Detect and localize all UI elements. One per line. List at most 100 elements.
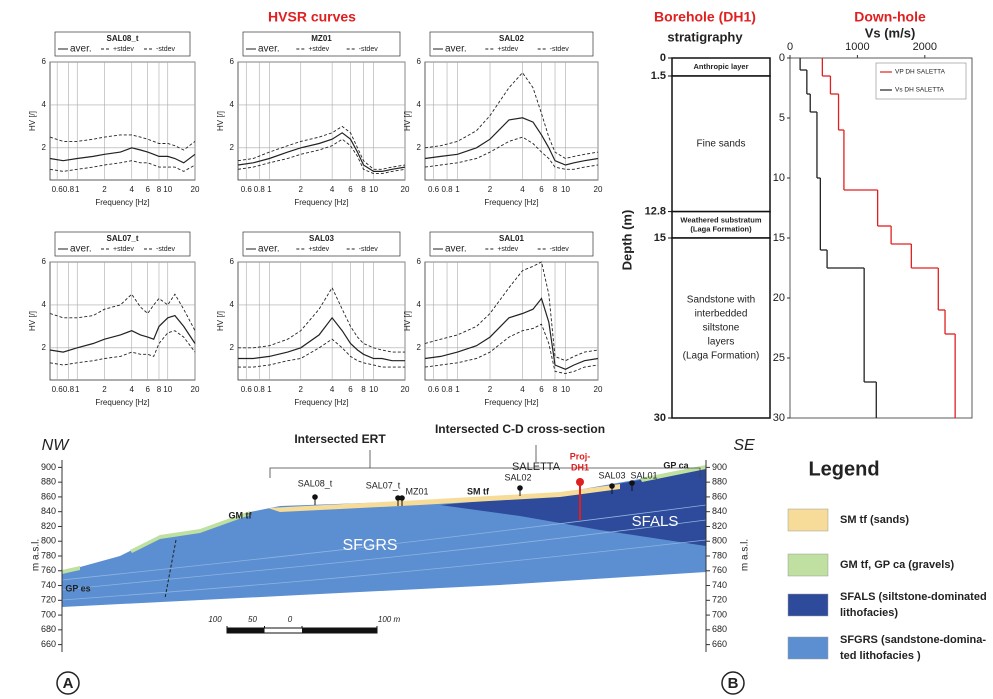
y-tick-label: 880 [712, 477, 727, 487]
site-marker [629, 480, 635, 486]
y-tick-label: 4 [230, 300, 235, 309]
x-tick-label: 10 [369, 185, 378, 194]
legend-label: SM tf (sands) [840, 514, 909, 526]
y-tick-label: 820 [41, 521, 56, 531]
y-tick-label: 6 [42, 257, 47, 266]
legend-label: SFALS (siltstone-dominated [840, 591, 987, 603]
x-axis-label: Frequency [Hz] [294, 398, 348, 407]
y-axis-label: HV [/] [403, 311, 412, 331]
x-tick-label: 2 [102, 385, 107, 394]
plot-area [425, 262, 598, 380]
y-tick-label: 1.5 [651, 70, 666, 82]
x-tick-label: 4 [130, 185, 135, 194]
y-axis-label: HV [/] [28, 111, 37, 131]
legend-label: aver. [70, 44, 92, 55]
site-marker [609, 483, 615, 489]
legend-label: ted lithofacies ) [840, 650, 921, 662]
legend-swatch [788, 554, 828, 576]
x-tick-label: 6 [539, 185, 544, 194]
chart-title: SAL02 [499, 34, 524, 43]
y-tick-label: 2 [230, 343, 235, 352]
x-tick-label: 4 [520, 385, 525, 394]
site-marker [399, 495, 405, 501]
y-tick-label: 740 [41, 580, 56, 590]
x-tick-label: 6 [348, 185, 353, 194]
x-tick-label: 0.6 [241, 385, 253, 394]
x-tick-label: 1000 [845, 41, 869, 53]
y-tick-label: 800 [712, 536, 727, 546]
y-tick-label: 6 [230, 57, 235, 66]
stratum-label: Sandstone with [687, 295, 755, 306]
y-tick-label: 720 [712, 595, 727, 605]
unit-label: GP ca [663, 460, 689, 470]
unit-label: GM tf [229, 510, 253, 520]
y-axis-label: HV [/] [28, 311, 37, 331]
x-tick-label: 2 [299, 385, 304, 394]
y-axis-label: m a.s.l. [740, 539, 751, 571]
bracket-label: Intersected C-D cross-section [435, 422, 605, 436]
stratum-label: Anthropic layer [693, 62, 748, 71]
legend-label: -stdev [359, 46, 379, 53]
x-tick-label: 0.8 [441, 185, 453, 194]
x-tick-label: 1 [267, 185, 272, 194]
x-tick-label: 20 [191, 185, 200, 194]
legend-label: +stdev [113, 46, 134, 53]
y-tick-label: 0 [779, 52, 785, 64]
legend-label: +stdev [113, 246, 134, 253]
x-axis-label: Frequency [Hz] [294, 198, 348, 207]
y-tick-label: 15 [773, 232, 785, 244]
legend-label: SFGRS (sandstone-domina- [840, 634, 986, 646]
x-tick-label: 20 [191, 385, 200, 394]
x-tick-label: 0.8 [254, 185, 266, 194]
legend-label: +stdev [497, 246, 518, 253]
x-tick-label: 2000 [913, 41, 937, 53]
x-tick-label: 1 [455, 185, 460, 194]
x-tick-label: 4 [330, 385, 335, 394]
legend-label: lithofacies) [840, 607, 898, 619]
chart-title: SAL08_t [106, 34, 138, 43]
unit-label: SFALS [632, 513, 679, 530]
x-tick-label: 2 [102, 185, 107, 194]
x-tick-label: 2 [488, 385, 493, 394]
site-label: SAL01 [630, 470, 657, 480]
stratum-label: Fine sands [697, 138, 746, 149]
x-tick-label: 0.8 [63, 385, 75, 394]
x-axis-label: Frequency [Hz] [484, 198, 538, 207]
y-tick-label: 900 [712, 462, 727, 472]
y-tick-label: 820 [712, 521, 727, 531]
chart-title: SAL07_t [106, 234, 138, 243]
y-tick-label: 760 [41, 565, 56, 575]
legend-label: aver. [70, 244, 92, 255]
x-axis-label: Frequency [Hz] [95, 398, 149, 407]
x-tick-label: 0.6 [52, 385, 64, 394]
scale-label: 100 [208, 615, 222, 624]
direction-label: SE [733, 437, 755, 454]
chart-subtitle: stratigraphy [667, 29, 743, 44]
plot-area [50, 262, 195, 380]
plot-area [425, 62, 598, 180]
chart-title: Down-hole [854, 9, 926, 25]
legend-label: -stdev [550, 246, 570, 253]
x-tick-label: 0.8 [254, 385, 266, 394]
legend-title: Legend [808, 458, 879, 480]
legend-label: aver. [258, 244, 280, 255]
site-label: DH1 [571, 462, 589, 472]
legend-label: -stdev [550, 46, 570, 53]
y-tick-label: 20 [773, 292, 785, 304]
y-tick-label: 4 [42, 300, 47, 309]
y-tick-label: 6 [417, 257, 422, 266]
y-axis-label: HV [/] [216, 311, 225, 331]
y-tick-label: 740 [712, 580, 727, 590]
y-tick-label: 860 [712, 491, 727, 501]
y-axis-label: HV [/] [216, 111, 225, 131]
site-label: SAL07_t [366, 480, 401, 490]
y-tick-label: 720 [41, 595, 56, 605]
y-tick-label: 680 [41, 624, 56, 634]
x-axis-label: Frequency [Hz] [95, 198, 149, 207]
scale-bar [227, 628, 377, 633]
x-tick-label: 10 [369, 385, 378, 394]
legend-swatch [788, 509, 828, 531]
y-tick-label: 4 [417, 300, 422, 309]
direction-label: NW [42, 437, 71, 454]
y-tick-label: 0 [660, 52, 666, 64]
